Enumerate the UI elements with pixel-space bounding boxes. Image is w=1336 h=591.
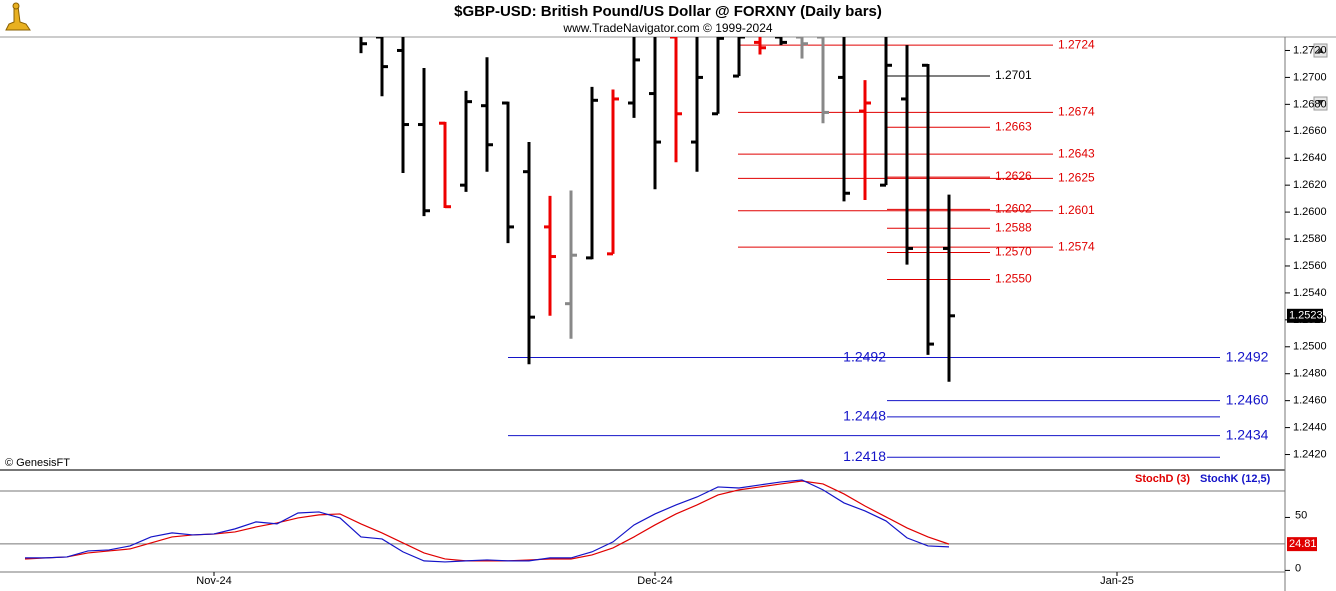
level-label: 1.2663 — [995, 119, 1032, 133]
x-tick-label: Dec-24 — [637, 575, 672, 587]
y-tick-label: 1.2540 — [1293, 287, 1327, 299]
level-label: 1.2701 — [995, 68, 1032, 82]
level-label: 1.2674 — [1058, 105, 1095, 119]
logo — [5, 2, 31, 31]
y-tick-label: 1.2720 — [1293, 44, 1327, 56]
y-tick-label: 0 — [1295, 562, 1301, 574]
level-label: 1.2724 — [1058, 37, 1095, 51]
level-label: 1.2574 — [1058, 239, 1095, 253]
y-tick-label: 1.2440 — [1293, 422, 1327, 434]
y-tick-label: 1.2420 — [1293, 448, 1327, 460]
last-price-label: 1.2523 — [1289, 310, 1323, 322]
last-value-label: 24.81 — [1289, 538, 1317, 550]
level-label: 1.2625 — [1058, 171, 1095, 185]
scrollbar[interactable] — [1313, 43, 1328, 111]
y-tick-label: 1.2680 — [1293, 98, 1327, 110]
legend-entry: StochD (3) — [1135, 473, 1190, 485]
level-label: 1.2643 — [1058, 146, 1095, 160]
y-tick-label: 1.2480 — [1293, 368, 1327, 380]
last-value-box — [1287, 537, 1317, 552]
title-bar — [0, 0, 1336, 37]
level-label: 1.2460 — [1226, 391, 1269, 407]
level-label: 1.2434 — [1226, 426, 1269, 442]
legend-entry: StochK (12,5) — [1200, 473, 1271, 485]
stoch-line — [24, 480, 950, 562]
y-tick-label: 1.2700 — [1293, 71, 1327, 83]
level-label: 1.2492 — [843, 348, 886, 364]
x-tick-label: Nov-24 — [196, 575, 231, 587]
stoch-line — [25, 479, 950, 563]
y-tick-label: 1.2660 — [1293, 125, 1327, 137]
level-label: 1.2626 — [995, 169, 1032, 183]
level-label: 1.2550 — [995, 272, 1032, 286]
x-tick-label: Jan-25 — [1100, 575, 1134, 587]
level-label: 1.2588 — [995, 220, 1032, 234]
level-label: 1.2418 — [843, 448, 886, 464]
level-label: 1.2602 — [995, 202, 1032, 216]
y-tick-label: 50 — [1295, 509, 1307, 521]
level-label: 1.2601 — [1058, 203, 1095, 217]
chart-subtitle: www.TradeNavigator.com © 1999-2024 — [562, 21, 772, 35]
y-tick-label: 1.2500 — [1293, 341, 1327, 353]
chart-title: $GBP-USD: British Pound/US Dollar @ FORX… — [454, 3, 882, 20]
level-label: 1.2570 — [995, 245, 1032, 259]
y-tick-label: 1.2580 — [1293, 233, 1327, 245]
level-label: 1.2448 — [843, 408, 886, 424]
y-tick-label: 1.2620 — [1293, 179, 1327, 191]
y-tick-label: 1.2560 — [1293, 260, 1327, 272]
last-price-box — [1287, 308, 1323, 323]
y-tick-label: 1.2600 — [1293, 206, 1327, 218]
y-tick-label: 1.2460 — [1293, 395, 1327, 407]
level-label: 1.2492 — [1226, 348, 1269, 364]
annotation: © GenesisFT — [5, 457, 70, 469]
y-tick-label: 1.2640 — [1293, 152, 1327, 164]
